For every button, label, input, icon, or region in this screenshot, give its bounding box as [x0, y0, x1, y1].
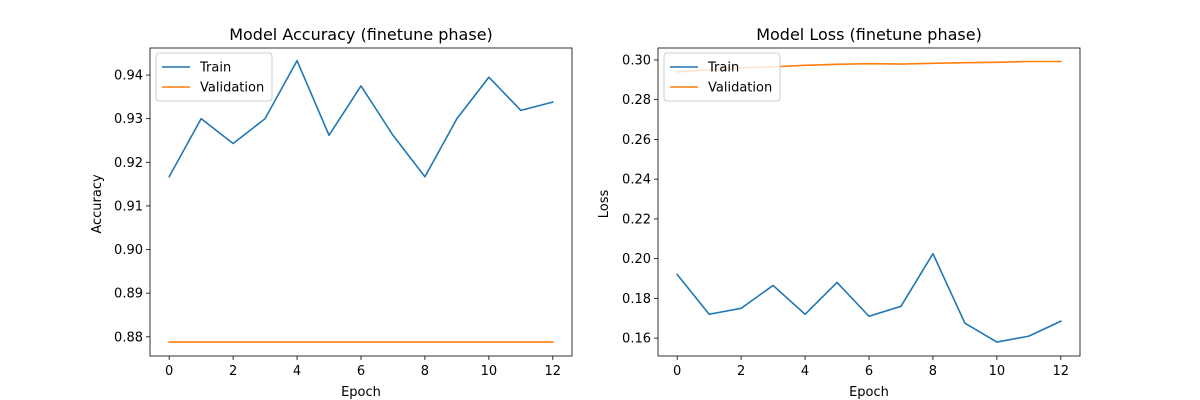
- loss-ytick-label: 0.24: [622, 173, 651, 188]
- accuracy-ytick-label: 0.88: [114, 330, 143, 345]
- loss-legend-label-train: Train: [707, 61, 739, 76]
- loss-ytick-label: 0.16: [622, 332, 651, 347]
- accuracy-xtick-label: 10: [481, 364, 498, 379]
- accuracy-xtick-label: 6: [357, 364, 365, 379]
- accuracy-xtick-label: 8: [421, 364, 429, 379]
- accuracy-xlabel: Epoch: [341, 385, 381, 400]
- accuracy-ytick-label: 0.89: [114, 287, 143, 302]
- accuracy-legend-label-train: Train: [199, 61, 231, 76]
- accuracy-ytick-label: 0.91: [114, 199, 143, 214]
- loss-xlabel: Epoch: [849, 385, 889, 400]
- loss-legend-box: [663, 52, 781, 102]
- accuracy-legend-label-validation: Validation: [200, 81, 264, 96]
- accuracy-ytick-label: 0.92: [114, 156, 143, 171]
- loss-ytick-label: 0.20: [622, 252, 651, 267]
- loss-train-line: [676, 252, 1062, 343]
- accuracy-title: Model Accuracy (finetune phase): [229, 25, 493, 44]
- loss-legend: Train Validation: [663, 52, 781, 102]
- accuracy-ytick-label: 0.90: [114, 243, 143, 258]
- accuracy-xtick-label: 2: [229, 364, 237, 379]
- loss-xtick-label: 0: [673, 364, 681, 379]
- loss-legend-label-validation: Validation: [708, 81, 772, 96]
- loss-ytick-label: 0.22: [622, 212, 651, 227]
- accuracy-train-line: [168, 59, 554, 178]
- accuracy-series-layer: [168, 59, 554, 343]
- loss-ylabel: Loss: [597, 190, 612, 219]
- loss-ytick-label: 0.30: [622, 53, 651, 68]
- accuracy-ylabel: Accuracy: [90, 174, 105, 234]
- loss-ytick-label: 0.18: [622, 292, 651, 307]
- loss-xtick-label: 4: [801, 364, 809, 379]
- accuracy-subplot: Model Accuracy (finetune phase) Epoch Ac…: [90, 25, 573, 400]
- accuracy-ytick-label: 0.93: [114, 112, 143, 127]
- accuracy-plot-frame: [149, 47, 573, 357]
- accuracy-legend-box: [155, 52, 273, 102]
- accuracy-legend: Train Validation: [155, 52, 273, 102]
- loss-grid-ticks: 0 2 4 6 8 10 12 0.16 0.18 0.20 0.22 0.24 0.26 0.28 0.3…: [622, 53, 1069, 379]
- loss-subplot: Model Loss (finetune phase) Epoch Loss 0…: [597, 25, 1081, 400]
- loss-ytick-label: 0.28: [622, 93, 651, 108]
- accuracy-ytick-label: 0.94: [114, 69, 143, 84]
- accuracy-xtick-label: 12: [545, 364, 562, 379]
- loss-xtick-label: 2: [737, 364, 745, 379]
- loss-xtick-label: 6: [865, 364, 873, 379]
- accuracy-xtick-label: 0: [165, 364, 173, 379]
- loss-xtick-label: 8: [929, 364, 937, 379]
- loss-title: Model Loss (finetune phase): [756, 25, 982, 44]
- accuracy-grid-ticks: 0 2 4 6 8 10 12 0.88 0.89 0.90 0.91 0.92 0.93 0.94: [114, 69, 561, 379]
- accuracy-xtick-label: 4: [293, 364, 301, 379]
- loss-xtick-label: 12: [1053, 364, 1070, 379]
- loss-plot-frame: [657, 47, 1081, 357]
- loss-xtick-label: 10: [989, 364, 1006, 379]
- loss-ytick-label: 0.26: [622, 133, 651, 148]
